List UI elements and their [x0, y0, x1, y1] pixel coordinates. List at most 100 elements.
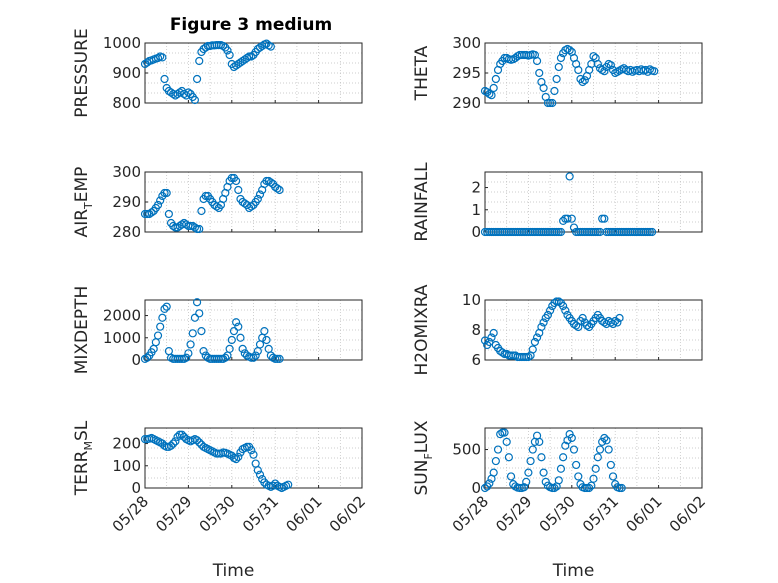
y-axis-label: PRESSURE: [72, 28, 92, 117]
data-point: [184, 88, 193, 97]
data-point: [554, 476, 563, 485]
subplot-1: 800 900 1000 PRESSURE: [72, 28, 363, 118]
data-point: [615, 313, 624, 323]
data-point: [485, 479, 494, 488]
data-points: [480, 172, 657, 237]
data-point: [506, 472, 516, 481]
data-point: [197, 327, 206, 336]
data-point: [617, 483, 626, 493]
data-point: [556, 227, 566, 237]
y-tick-label: 2: [471, 179, 481, 197]
data-point: [195, 224, 204, 234]
data-point: [153, 200, 163, 210]
data-point: [221, 353, 230, 362]
data-point: [260, 327, 269, 336]
data-point: [559, 453, 568, 462]
axes-box: [144, 427, 363, 489]
data-point: [487, 333, 496, 342]
data-point: [530, 337, 540, 347]
data-point: [238, 344, 247, 353]
y-axis-label: AIRTEMP: [72, 167, 95, 238]
data-point: [225, 50, 234, 60]
data-point: [186, 340, 195, 349]
data-point: [552, 74, 561, 84]
y-tick-label: 300: [452, 34, 481, 52]
figure-title: Figure 3 medium: [170, 15, 332, 35]
data-point: [572, 321, 581, 330]
data-point: [504, 453, 513, 462]
data-point: [284, 480, 293, 489]
data-point: [160, 188, 169, 198]
data-point: [593, 59, 602, 69]
data-point: [552, 297, 561, 306]
data-points: [140, 39, 275, 105]
data-point: [559, 301, 568, 311]
data-point: [567, 433, 576, 443]
y-tick-label: 0: [471, 479, 481, 497]
data-point: [212, 202, 221, 211]
data-point: [650, 67, 659, 76]
data-point: [247, 202, 256, 211]
data-point: [563, 214, 572, 223]
data-point: [266, 42, 275, 51]
data-point: [253, 466, 262, 475]
data-point: [164, 209, 173, 219]
data-point: [143, 209, 152, 219]
data-point: [582, 321, 592, 330]
data-point: [190, 95, 200, 105]
data-point: [606, 61, 615, 70]
data-point: [606, 460, 615, 470]
data-point: [569, 223, 579, 232]
y-tick-label: 1: [471, 201, 481, 219]
data-point: [156, 322, 165, 331]
data-point: [600, 214, 609, 223]
y-tick-label: 100: [112, 457, 141, 475]
subplot-4: 0 1 2 RAINFALL: [412, 162, 703, 242]
data-point: [589, 474, 598, 483]
data-point: [496, 430, 505, 439]
data-point: [143, 353, 152, 362]
data-point: [519, 483, 529, 492]
y-tick-label: 500: [452, 441, 481, 459]
y-tick-label: 300: [112, 163, 141, 181]
data-points: [480, 44, 659, 108]
data-point: [156, 196, 165, 205]
data-point: [262, 335, 271, 345]
data-point: [572, 460, 581, 470]
data-point: [247, 52, 256, 61]
data-point: [526, 456, 535, 466]
y-tick-label: 280: [112, 223, 141, 241]
data-point: [255, 190, 265, 199]
data-point: [192, 436, 202, 445]
data-point: [223, 46, 232, 55]
data-point: [177, 354, 186, 363]
data-point: [249, 353, 258, 362]
data-point: [247, 353, 256, 362]
y-axis-label: SUNFLUX: [412, 420, 435, 495]
data-point: [522, 352, 531, 362]
subplot-3: 280 290 300 AIRTEMP: [72, 163, 363, 241]
data-point: [554, 62, 563, 72]
data-point: [249, 450, 258, 459]
y-axis-label: MIXDEPTH: [72, 286, 92, 375]
data-point: [227, 335, 236, 345]
data-point: [539, 468, 548, 477]
data-point: [600, 433, 609, 443]
data-point: [234, 322, 243, 331]
data-point: [232, 318, 241, 327]
data-points: [140, 298, 284, 363]
data-point: [480, 483, 490, 493]
data-point: [498, 428, 507, 437]
data-point: [580, 76, 589, 85]
y-tick-label: 1000: [103, 329, 141, 347]
data-point: [643, 227, 652, 237]
data-point: [524, 352, 533, 362]
data-point: [186, 221, 195, 231]
data-point: [143, 58, 152, 67]
data-point: [192, 74, 202, 84]
data-point: [195, 309, 204, 318]
data-point: [255, 470, 265, 479]
data-point: [545, 306, 555, 315]
data-point: [234, 185, 243, 195]
